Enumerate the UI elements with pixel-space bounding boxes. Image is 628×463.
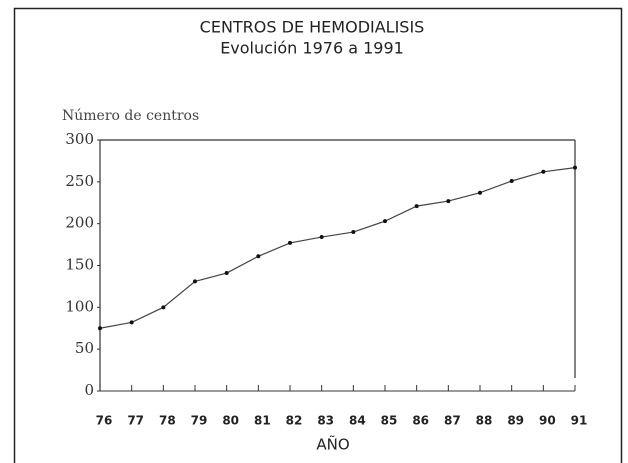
point xyxy=(98,326,102,331)
y-tick-label: 200 xyxy=(65,214,94,232)
x-tick-label: 83 xyxy=(317,414,334,428)
y-tick-label: 50 xyxy=(75,339,94,357)
point xyxy=(446,199,451,204)
x-tick-label: 87 xyxy=(444,414,461,428)
x-tick-label: 78 xyxy=(159,414,176,428)
x-tick-label: 90 xyxy=(539,414,556,428)
point xyxy=(319,235,324,240)
y-tick-label: 0 xyxy=(84,381,94,399)
y-tick-label: 300 xyxy=(65,130,94,148)
point xyxy=(541,169,546,174)
line xyxy=(99,167,576,329)
x-tick-label: 89 xyxy=(507,414,524,428)
frame xyxy=(13,7,623,463)
x-tick-label: 80 xyxy=(222,414,239,428)
point xyxy=(414,204,419,209)
y-axis-label: Número de centros xyxy=(62,108,199,124)
x-tick-label: 85 xyxy=(381,414,398,428)
x-axis-label: AÑO xyxy=(316,435,349,454)
point xyxy=(129,320,134,325)
point xyxy=(288,240,292,245)
point xyxy=(478,190,482,195)
point xyxy=(224,271,229,276)
x-tick-label: 86 xyxy=(412,414,429,428)
x-tick-label: 81 xyxy=(254,414,271,428)
x-tick-label: 79 xyxy=(191,414,208,428)
x-tick-label: 84 xyxy=(349,414,366,428)
chart-subtitle: Evolución 1976 a 1991 xyxy=(220,39,404,58)
chart-title: CENTROS DE HEMODIALISIS xyxy=(200,18,425,37)
point xyxy=(193,279,197,284)
point xyxy=(509,178,514,183)
point xyxy=(573,165,577,170)
x-tick-label: 76 xyxy=(96,414,113,428)
y-tick-label: 150 xyxy=(65,256,94,274)
x-tick-label: 82 xyxy=(286,414,303,428)
x-tick-label: 91 xyxy=(571,414,588,428)
point xyxy=(383,219,387,224)
x-tick-label: 88 xyxy=(476,414,493,428)
y-tick-label: 100 xyxy=(65,297,94,315)
y-tick-label: 250 xyxy=(65,172,94,190)
point xyxy=(351,230,356,235)
x-tick-label: 77 xyxy=(127,414,144,428)
point xyxy=(256,254,261,259)
point xyxy=(161,305,166,310)
